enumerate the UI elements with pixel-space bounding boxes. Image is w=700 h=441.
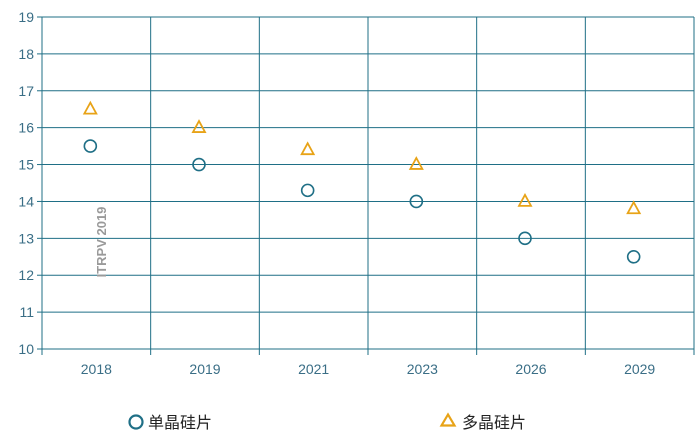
- legend-item-mono: 单晶硅片: [128, 413, 212, 432]
- data-point-multi: [191, 119, 207, 133]
- y-axis-ticks: 10 11 12 13 14 15 16 17 18 19: [18, 9, 34, 357]
- data-point-mono: [409, 194, 424, 209]
- y-tick-label: 18: [18, 46, 34, 62]
- legend-label-mono: 单晶硅片: [148, 413, 212, 432]
- x-tick-label: 2026: [515, 361, 546, 377]
- grid-layer: [37, 16, 695, 355]
- data-point-mono: [518, 231, 532, 246]
- data-point-multi: [82, 100, 98, 115]
- x-tick-label: 2019: [189, 361, 220, 377]
- data-point-multi: [300, 141, 316, 156]
- x-tick-label: 2023: [407, 361, 438, 377]
- y-tick-label: 11: [19, 304, 34, 320]
- y-tick-label: 19: [18, 9, 34, 25]
- y-tick-label: 16: [18, 120, 34, 136]
- data-point-mono: [300, 183, 315, 198]
- data-point-mono: [192, 157, 206, 172]
- legend-label-multi: 多晶硅片: [462, 413, 526, 432]
- y-tick-label: 13: [18, 230, 34, 246]
- legend-item-multi: 多晶硅片: [439, 412, 526, 432]
- y-tick-label: 14: [18, 193, 34, 209]
- y-tick-label: 15: [18, 157, 34, 173]
- watermark-annotation: ITRPV 2019: [94, 207, 109, 278]
- x-tick-label: 2018: [81, 361, 112, 377]
- y-tick-label: 10: [18, 341, 34, 357]
- y-tick-label: 12: [18, 267, 34, 283]
- x-tick-label: 2021: [298, 361, 329, 377]
- x-axis-ticks: 2018 2019 2021 2023 2026 2029: [81, 361, 656, 377]
- data-marks: [82, 100, 642, 264]
- data-point-multi: [517, 192, 533, 207]
- legend: 单晶硅片 多晶硅片: [128, 412, 526, 432]
- x-tick-label: 2029: [624, 361, 655, 377]
- legend-circle-marker: [128, 414, 144, 430]
- data-point-multi: [408, 156, 424, 170]
- data-point-mono: [83, 139, 98, 153]
- y-tick-label: 17: [18, 83, 34, 99]
- legend-triangle-marker: [439, 412, 457, 427]
- data-point-mono: [626, 249, 641, 264]
- data-point-multi: [626, 200, 642, 215]
